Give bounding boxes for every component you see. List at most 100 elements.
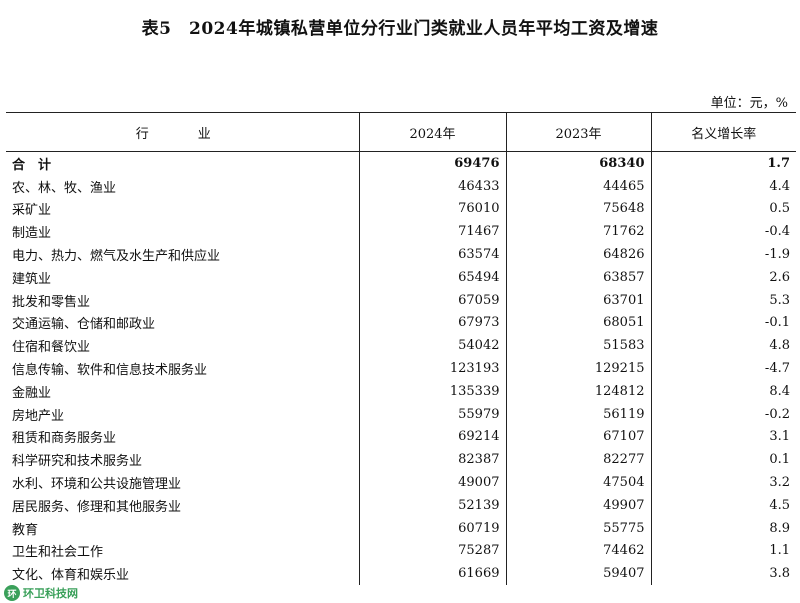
cell-2023: 49907 (505, 493, 651, 517)
cell-2024: 75287 (358, 539, 506, 563)
cell-2024: 67059 (358, 288, 506, 312)
cell-industry: 居民服务、修理和其他服务业 (12, 499, 182, 515)
header-growth: 名义增长率 (650, 112, 796, 152)
table-row: 金融业 135339 124812 8.4 (6, 379, 796, 403)
table-row: 批发和零售业 67059 63701 5.3 (6, 288, 796, 312)
cell-2024: 46433 (358, 174, 506, 198)
cell-growth: 8.9 (650, 516, 796, 540)
table-row: 卫生和社会工作 75287 74462 1.1 (6, 539, 796, 563)
watermark-logo-icon: 环 (4, 585, 20, 601)
cell-2023: 67107 (505, 425, 651, 449)
cell-growth: 4.5 (650, 493, 796, 517)
cell-2024: 49007 (358, 471, 506, 494)
cell-2024: 69214 (358, 425, 506, 449)
cell-2023: 68340 (505, 151, 651, 175)
cell-2023: 56119 (505, 402, 651, 426)
unit-label: 单位：元，% (710, 96, 788, 111)
cell-industry: 建筑业 (12, 271, 52, 287)
cell-2023: 44465 (505, 174, 651, 198)
cell-2023: 51583 (505, 334, 651, 358)
table-row: 住宿和餐饮业 54042 51583 4.8 (6, 334, 796, 358)
cell-2023: 64826 (505, 243, 651, 266)
cell-2024: 54042 (358, 334, 506, 358)
cell-growth: 8.4 (650, 379, 796, 403)
cell-2023: 74462 (505, 539, 651, 563)
cell-growth: -0.4 (650, 220, 796, 244)
table-row: 交通运输、仓储和邮政业 67973 68051 -0.1 (6, 311, 796, 335)
cell-industry: 房地产业 (12, 408, 65, 424)
cell-2023: 59407 (505, 562, 651, 586)
cell-2023: 47504 (505, 471, 651, 494)
cell-industry: 交通运输、仓储和邮政业 (12, 317, 156, 333)
cell-2023: 82277 (505, 448, 651, 472)
table-row: 电力、热力、燃气及水生产和供应业 63574 64826 -1.9 (6, 243, 796, 266)
cell-growth: 0.5 (650, 197, 796, 221)
cell-growth: 4.4 (650, 174, 796, 198)
cell-2024: 71467 (358, 220, 506, 244)
cell-growth: 5.3 (650, 288, 796, 312)
cell-2024: 52139 (358, 493, 506, 517)
cell-2024: 135339 (358, 379, 506, 403)
watermark: 环 环卫科技网 (4, 585, 78, 601)
cell-growth: -0.2 (650, 402, 796, 426)
cell-2023: 63701 (505, 288, 651, 312)
cell-growth: 3.1 (650, 425, 796, 449)
cell-industry: 合 计 (12, 157, 52, 173)
table-row: 科学研究和技术服务业 82387 82277 0.1 (6, 448, 796, 472)
table-row: 教育 60719 55775 8.9 (6, 516, 796, 540)
cell-2023: 68051 (505, 311, 651, 335)
cell-2024: 123193 (358, 357, 506, 380)
cell-2024: 67973 (358, 311, 506, 335)
cell-2023: 124812 (505, 379, 651, 403)
table-row: 居民服务、修理和其他服务业 52139 49907 4.5 (6, 493, 796, 517)
cell-growth: -4.7 (650, 357, 796, 380)
cell-industry: 租赁和商务服务业 (12, 431, 117, 447)
cell-2024: 63574 (358, 243, 506, 266)
cell-industry: 批发和零售业 (12, 294, 91, 310)
cell-2024: 55979 (358, 402, 506, 426)
cell-2024: 61669 (358, 562, 506, 586)
table-row-total: 合 计 69476 68340 1.7 (6, 151, 796, 175)
cell-growth: 0.1 (650, 448, 796, 472)
cell-2023: 71762 (505, 220, 651, 244)
cell-growth: -0.1 (650, 311, 796, 335)
watermark-text: 环卫科技网 (23, 587, 78, 600)
header-2024: 2024年 (358, 112, 506, 152)
cell-industry: 金融业 (12, 385, 52, 401)
cell-growth: -1.9 (650, 243, 796, 266)
cell-industry: 农、林、牧、渔业 (12, 180, 117, 196)
cell-growth: 3.2 (650, 471, 796, 494)
table-row: 建筑业 65494 63857 2.6 (6, 265, 796, 289)
cell-industry: 电力、热力、燃气及水生产和供应业 (12, 249, 221, 265)
cell-growth: 1.1 (650, 539, 796, 563)
cell-growth: 4.8 (650, 334, 796, 358)
cell-industry: 教育 (12, 522, 39, 538)
cell-2023: 63857 (505, 265, 651, 289)
table-row: 租赁和商务服务业 69214 67107 3.1 (6, 425, 796, 449)
table-row: 信息传输、软件和信息技术服务业 123193 129215 -4.7 (6, 357, 796, 380)
cell-2023: 129215 (505, 357, 651, 380)
cell-growth: 3.8 (650, 562, 796, 586)
table-row: 采矿业 76010 75648 0.5 (6, 197, 796, 221)
header-2023: 2023年 (505, 112, 651, 152)
cell-industry: 科学研究和技术服务业 (12, 454, 143, 470)
cell-industry: 制造业 (12, 226, 52, 242)
table-row: 水利、环境和公共设施管理业 49007 47504 3.2 (6, 471, 796, 494)
table-row: 制造业 71467 71762 -0.4 (6, 220, 796, 244)
table-row: 文化、体育和娱乐业 61669 59407 3.8 (6, 562, 796, 586)
header-industry: 行 业 (6, 112, 359, 152)
cell-industry: 水利、环境和公共设施管理业 (12, 477, 182, 493)
wage-table: 行 业 2024年 2023年 名义增长率 合 计 69476 68340 1.7 农、… (6, 112, 796, 586)
cell-industry: 住宿和餐饮业 (12, 340, 91, 356)
table-row: 房地产业 55979 56119 -0.2 (6, 402, 796, 426)
cell-2024: 82387 (358, 448, 506, 472)
cell-2024: 69476 (358, 151, 506, 175)
cell-2024: 76010 (358, 197, 506, 221)
cell-growth: 1.7 (650, 151, 796, 175)
cell-2023: 75648 (505, 197, 651, 221)
cell-growth: 2.6 (650, 265, 796, 289)
cell-industry: 采矿业 (12, 203, 52, 219)
table-header-row: 行 业 2024年 2023年 名义增长率 (6, 112, 796, 152)
cell-industry: 文化、体育和娱乐业 (12, 568, 130, 584)
cell-industry: 信息传输、软件和信息技术服务业 (12, 363, 208, 379)
